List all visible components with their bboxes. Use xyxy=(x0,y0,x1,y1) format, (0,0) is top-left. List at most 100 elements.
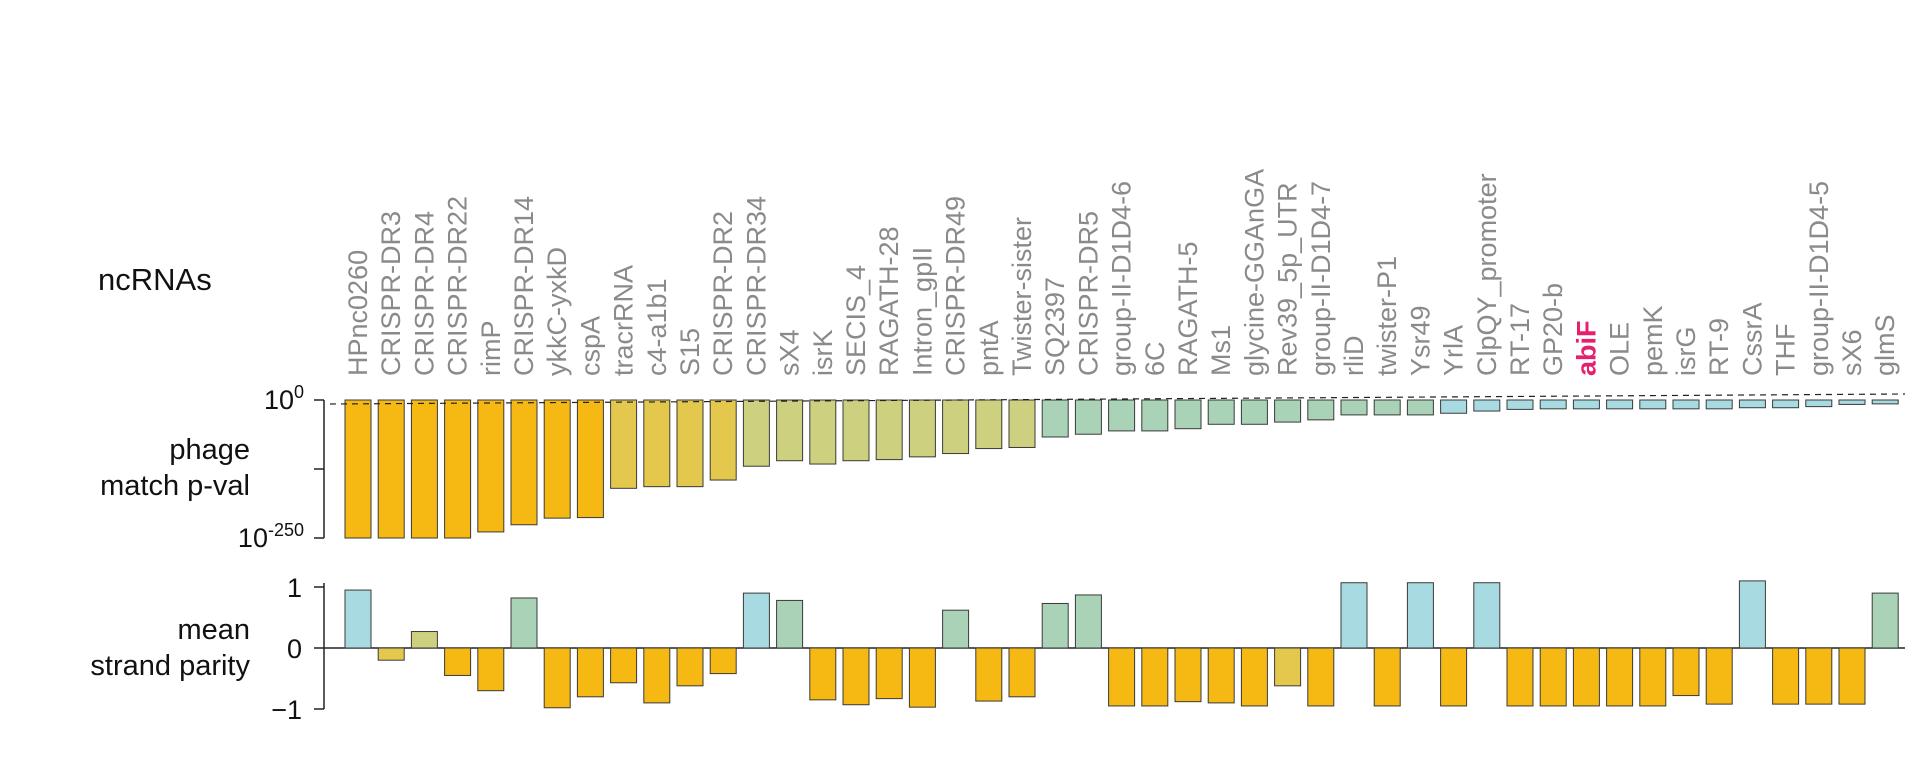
phage-pval-bar-OLE xyxy=(1606,399,1634,410)
strand-parity-bar-CRISPR-DR14 xyxy=(510,597,538,649)
phage-pval-bar-6C xyxy=(1141,399,1169,432)
phage-pval-bar-ykkC-yxkD xyxy=(543,399,571,519)
category-label-YrlA: YrlA xyxy=(1439,325,1469,376)
phage-pval-bar-tracrRNA xyxy=(610,399,638,489)
phage-pval-bar-GP20-b xyxy=(1539,399,1567,410)
category-label-pemK: pemK xyxy=(1638,305,1668,376)
phage-pval-tick-label: 100 xyxy=(264,382,304,415)
strand-parity-bar-CRISPR-DR34 xyxy=(742,592,770,649)
phage-pval-bar-CRISPR-DR4 xyxy=(410,399,438,539)
phage-pval-bar-pntA xyxy=(975,399,1003,450)
category-label-THF: THF xyxy=(1771,324,1801,376)
category-label-Intron_gpII: Intron_gpII xyxy=(907,247,937,376)
strand-parity-label-line1: mean xyxy=(177,614,250,646)
strand-parity-bar-sX4 xyxy=(776,599,804,649)
phage-pval-bar-CRISPR-DR49 xyxy=(942,399,970,455)
strand-parity-bar-isrG xyxy=(1672,647,1700,697)
strand-parity-bar-Twister-sister xyxy=(1008,647,1036,698)
strand-parity-bar-ykkC-yxkD xyxy=(543,647,571,709)
ncrnas-heading: ncRNAs xyxy=(98,262,212,297)
phage-pval-bar-sX4 xyxy=(776,399,804,462)
category-label-Ms1: Ms1 xyxy=(1206,325,1236,376)
category-label-Ysr49: Ysr49 xyxy=(1405,305,1435,376)
strand-parity-bar-c4-a1b1 xyxy=(643,647,671,704)
strand-parity-bar-tracrRNA xyxy=(610,647,638,684)
phage-pval-label-line1: phage xyxy=(169,434,250,466)
strand-parity-bar-Ms1 xyxy=(1207,647,1235,704)
category-label-CRISPR-DR2: CRISPR-DR2 xyxy=(708,211,738,376)
strand-parity-bar-CRISPR-DR5 xyxy=(1074,594,1102,649)
phage-pval-axis-label: phage match p-val xyxy=(40,432,250,504)
phage-pval-bar-Ysr49 xyxy=(1406,399,1434,416)
strand-parity-tick-label: 0 xyxy=(287,634,302,664)
phage-pval-bar-rliD xyxy=(1340,399,1368,416)
strand-parity-bar-Intron_gpII xyxy=(908,647,936,708)
category-label-CRISPR-DR5: CRISPR-DR5 xyxy=(1073,211,1103,376)
strand-parity-bar-group-II-D1D4-6 xyxy=(1108,647,1136,707)
category-label-group-II-D1D4-5: group-II-D1D4-5 xyxy=(1804,181,1834,376)
strand-parity-bar-rimP xyxy=(477,647,505,692)
phage-pval-bar-Ms1 xyxy=(1207,399,1235,425)
phage-pval-bar-RAGATH-28 xyxy=(875,399,903,461)
phage-pval-bar-glmS xyxy=(1871,399,1899,405)
category-label-twister-P1: twister-P1 xyxy=(1372,256,1402,376)
phage-pval-bar-S15 xyxy=(676,399,704,488)
category-label-glmS: glmS xyxy=(1870,314,1900,376)
strand-parity-bar-glmS xyxy=(1871,592,1899,649)
phage-pval-bar-RT-17 xyxy=(1506,399,1534,410)
category-label-CRISPR-DR14: CRISPR-DR14 xyxy=(509,196,539,376)
category-label-pntA: pntA xyxy=(974,320,1004,376)
phage-pval-bar-CRISPR-DR5 xyxy=(1074,399,1102,435)
phage-pval-bar-cspA xyxy=(576,399,604,519)
phage-pval-reference-line xyxy=(329,393,1906,405)
phage-pval-bar-CRISPR-DR3 xyxy=(377,399,405,539)
strand-parity-bar-glycine-GGAnGA xyxy=(1240,647,1268,707)
category-label-HPnc0260: HPnc0260 xyxy=(343,250,373,376)
strand-parity-tick-label: 1 xyxy=(287,573,302,603)
category-label-GP20-b: GP20-b xyxy=(1538,283,1568,376)
strand-parity-label-line2: strand parity xyxy=(90,650,250,682)
strand-parity-bar-RT-9 xyxy=(1705,647,1733,705)
strand-parity-bar-Ysr49 xyxy=(1406,582,1434,649)
phage-pval-bar-group-II-D1D4-5 xyxy=(1805,399,1833,408)
strand-parity-bar-abiF xyxy=(1572,647,1600,707)
category-label-RAGATH-5: RAGATH-5 xyxy=(1173,241,1203,376)
phage-pval-bar-HPnc0260 xyxy=(344,399,372,539)
strand-parity-bar-twister-P1 xyxy=(1373,647,1401,707)
strand-parity-bar-S15 xyxy=(676,647,704,687)
category-label-CRISPR-DR3: CRISPR-DR3 xyxy=(376,211,406,376)
category-label-isrK: isrK xyxy=(808,330,838,377)
strand-parity-bar-ClpQY_promoter xyxy=(1473,582,1501,649)
phage-pval-bar-pemK xyxy=(1639,399,1667,410)
phage-pval-bar-SECIS_4 xyxy=(842,399,870,462)
strand-parity-bar-Rev39_5p_UTR xyxy=(1274,647,1302,687)
phage-pval-bar-isrG xyxy=(1672,399,1700,410)
phage-pval-bar-abiF xyxy=(1572,399,1600,410)
category-label-glycine-GGAnGA: glycine-GGAnGA xyxy=(1239,169,1269,376)
strand-parity-bar-rliD xyxy=(1340,582,1368,649)
strand-parity-bar-6C xyxy=(1141,647,1169,707)
phage-pval-bar-c4-a1b1 xyxy=(643,399,671,488)
strand-parity-bar-GP20-b xyxy=(1539,647,1567,707)
strand-parity-bar-pntA xyxy=(975,647,1003,702)
category-label-S15: S15 xyxy=(675,328,705,376)
strand-parity-bar-CRISPR-DR4 xyxy=(410,631,438,649)
category-label-group-II-D1D4-7: group-II-D1D4-7 xyxy=(1306,181,1336,376)
phage-pval-bar-RAGATH-5 xyxy=(1174,399,1202,430)
strand-parity-bar-YrlA xyxy=(1440,647,1468,707)
phage-pval-bar-RT-9 xyxy=(1705,399,1733,410)
category-label-c4-a1b1: c4-a1b1 xyxy=(642,278,672,376)
strand-parity-bar-HPnc0260 xyxy=(344,589,372,649)
category-label-Rev39_5p_UTR: Rev39_5p_UTR xyxy=(1273,182,1303,376)
phage-pval-bar-THF xyxy=(1772,399,1800,409)
category-label-sX4: sX4 xyxy=(775,329,805,376)
phage-pval-bar-Twister-sister xyxy=(1008,399,1036,448)
strand-parity-tick-label: −1 xyxy=(271,695,302,725)
category-label-rliD: rliD xyxy=(1339,336,1369,377)
category-label-SECIS_4: SECIS_4 xyxy=(841,265,871,376)
phage-pval-bar-CRISPR-DR2 xyxy=(709,399,737,481)
phage-pval-bar-SQ2397 xyxy=(1041,399,1069,438)
strand-parity-bar-CRISPR-DR22 xyxy=(444,647,472,676)
category-label-rimP: rimP xyxy=(476,321,506,377)
category-label-CRISPR-DR49: CRISPR-DR49 xyxy=(941,196,971,376)
